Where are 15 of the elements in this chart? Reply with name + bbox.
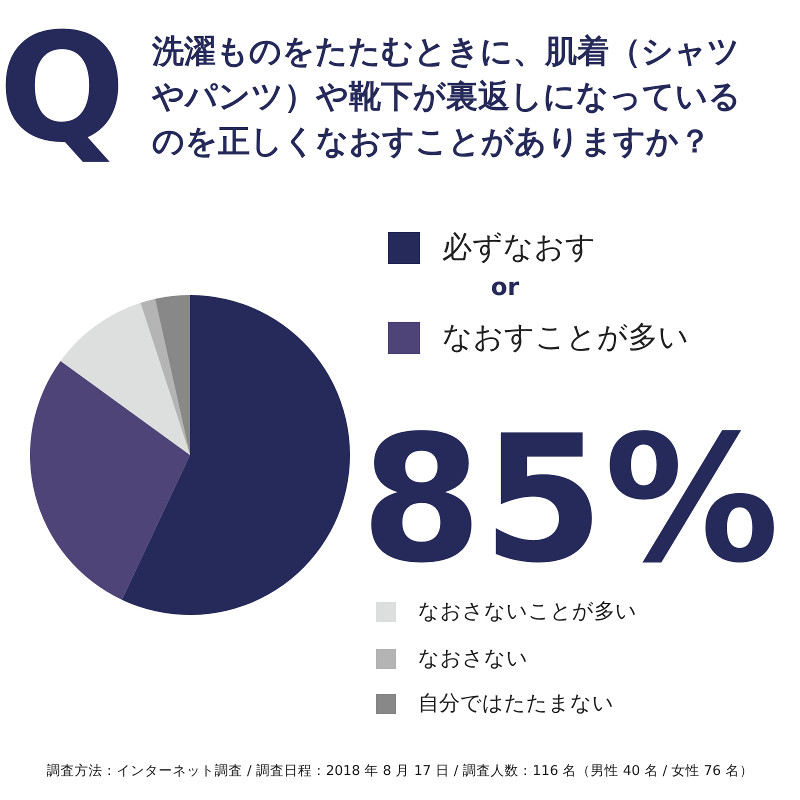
pie-slice [30, 360, 190, 600]
pie-slice [140, 298, 190, 455]
pie-slice [60, 302, 190, 455]
legend-label: なおすことが多い [442, 320, 689, 355]
text: 調査方法：インターネット調査 / 調査日程：2018 年 8 月 17 日 / 調査人数：116 名（男性 40 名 / 女性 76 名） [46, 763, 754, 779]
legend-label: なおさない [418, 646, 528, 670]
chart-title: 洗濯ものをたたむときに、肌着（シャツやパンツ）や靴下が裏返しになっているのを正しくなおすことがありますか？ [151, 32, 741, 160]
text: 85% [360, 399, 780, 602]
text: Q [0, 2, 126, 176]
legend-label: 必ずなおす [442, 230, 596, 265]
text: or [490, 273, 520, 301]
legend-label: 自分ではたたまない [418, 691, 614, 715]
pie-slice [122, 295, 350, 615]
legend-label: なおさないことが多い [418, 599, 637, 623]
pie-slice [155, 295, 190, 455]
